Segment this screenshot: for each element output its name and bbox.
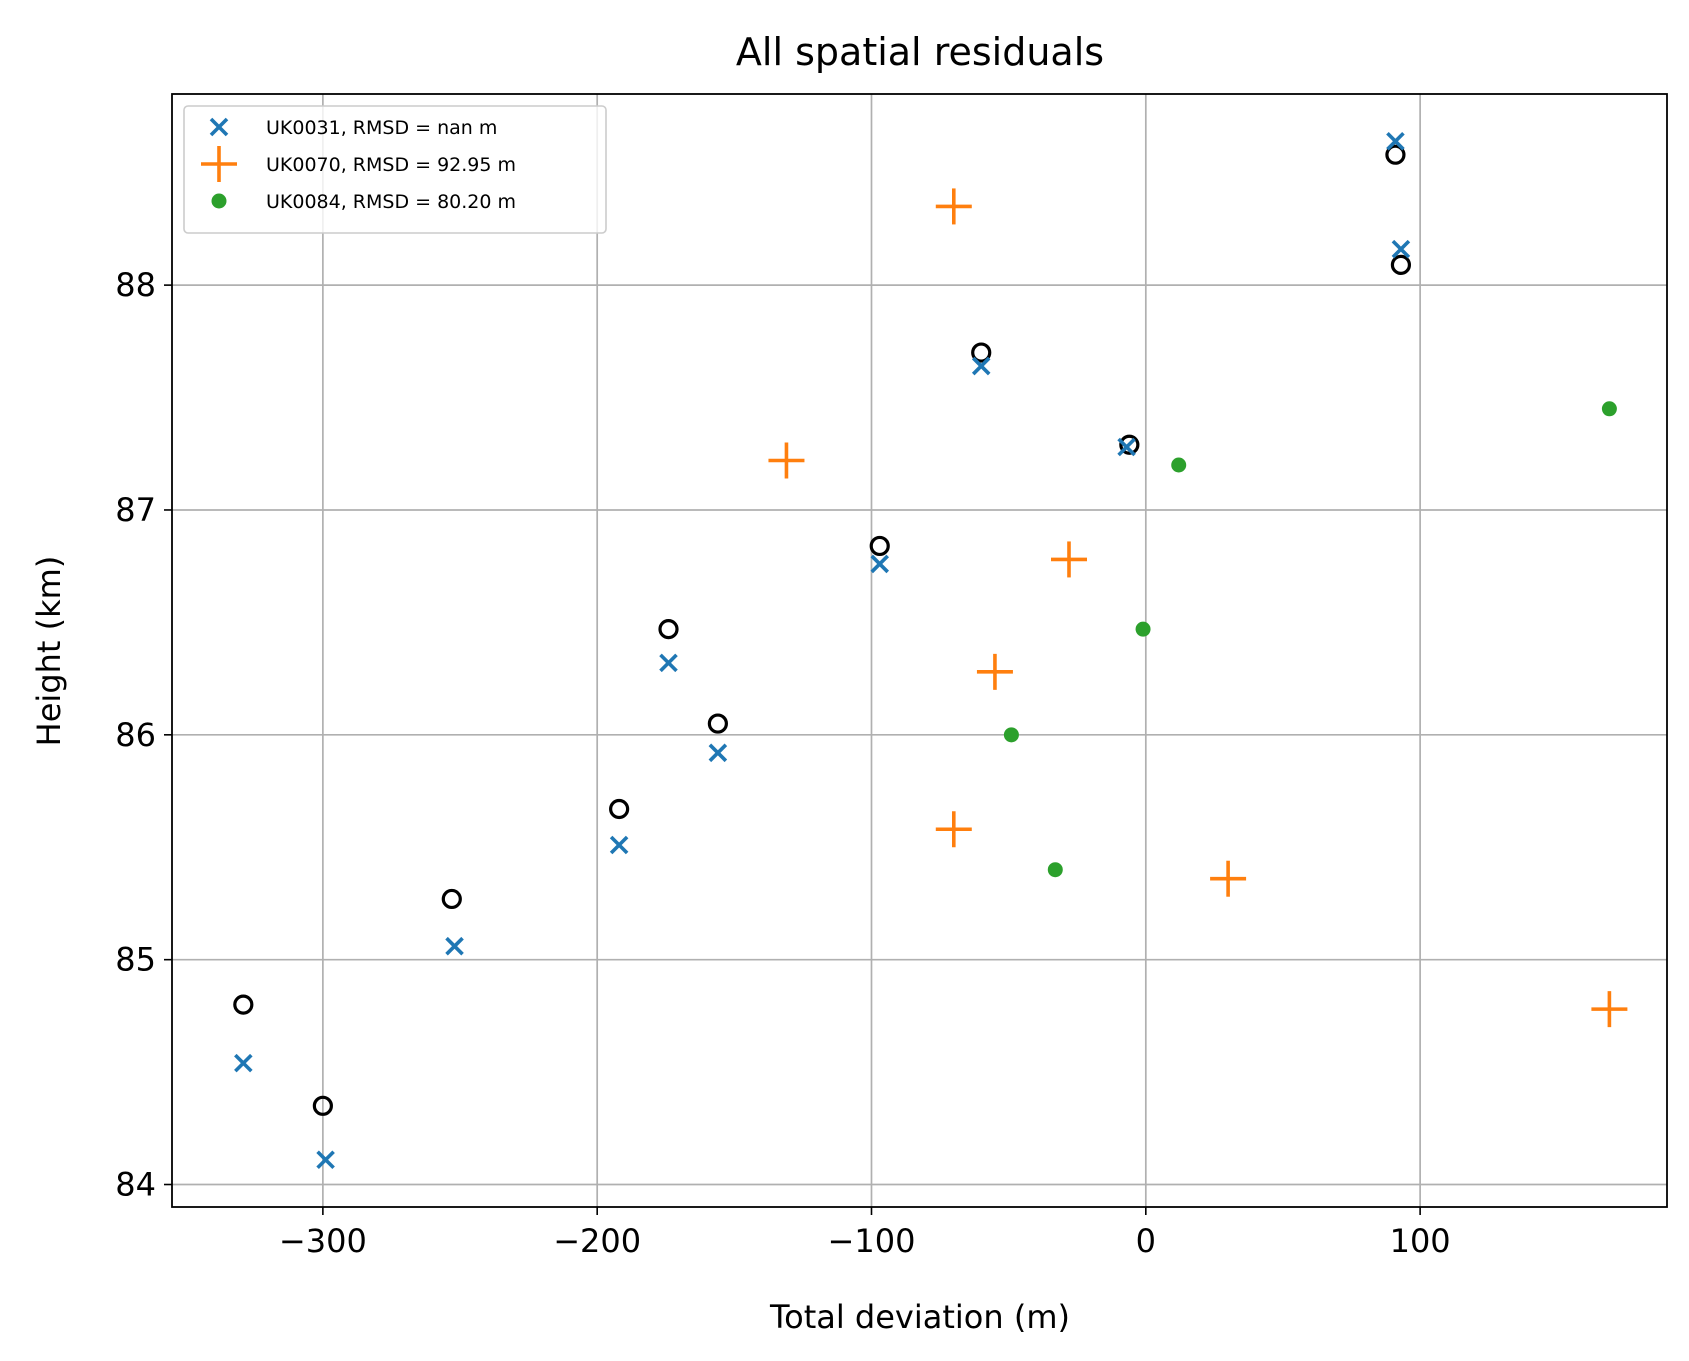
data-point [659, 653, 678, 673]
x-axis-label: Total deviation (m) [769, 1298, 1070, 1336]
data-point [658, 619, 679, 640]
data-point [976, 653, 1013, 690]
legend-label: UK0031, RMSD = nan m [266, 117, 497, 139]
marker-shape [707, 713, 728, 734]
marker-stroke [1386, 131, 1405, 151]
legend-label: UK0084, RMSD = 80.20 m [266, 191, 516, 213]
marker-shape [312, 1095, 333, 1116]
legend-item: UK0070, RMSD = 92.95 m [201, 146, 516, 182]
legend-marker [211, 193, 227, 209]
marker-stroke [609, 835, 629, 855]
legend-box [183, 105, 607, 234]
marker-stroke [971, 356, 991, 376]
data-point [609, 835, 629, 855]
data-point [1171, 457, 1187, 473]
marker-stroke [316, 1150, 335, 1170]
x-tick-label: 100 [1390, 1222, 1451, 1260]
marker-shape [609, 798, 630, 820]
marker-shape [1390, 254, 1412, 275]
marker-shape [1047, 862, 1063, 878]
data-point [609, 798, 630, 820]
marker-shape [1385, 144, 1406, 165]
x-tick-label: −300 [279, 1222, 367, 1260]
data-point [1119, 434, 1140, 455]
y-tick-label: 86 [115, 716, 156, 754]
marker-shape [869, 535, 890, 557]
legend-marker [209, 117, 229, 137]
data-point [1385, 144, 1406, 165]
marker-stroke [659, 653, 678, 673]
data-point [1051, 541, 1087, 578]
data-point [234, 1053, 253, 1073]
data-point [870, 554, 889, 574]
marker-shape [1135, 621, 1151, 637]
y-tick-label: 84 [115, 1166, 156, 1204]
marker-stroke [1391, 239, 1411, 259]
marker-stroke [209, 117, 229, 137]
data-point [708, 743, 728, 763]
marker-stroke [234, 1053, 253, 1073]
marker-shape [1003, 727, 1019, 743]
axes-frame [171, 93, 1668, 1208]
marker-shape [658, 619, 679, 640]
legend-marker [201, 146, 237, 182]
x-tick-label: 0 [1136, 1222, 1156, 1260]
marker-shape [1119, 434, 1140, 455]
series-2 [1003, 401, 1617, 878]
data-point [971, 342, 992, 363]
data-point [1135, 621, 1151, 637]
series-0 [234, 131, 1411, 1170]
marker-stroke [445, 936, 464, 956]
data-point [445, 936, 464, 956]
y-tick-label: 85 [115, 941, 156, 979]
y-axis-label: Height (km) [30, 556, 68, 747]
data-point [707, 713, 728, 734]
data-point [1591, 991, 1628, 1028]
chart-title: All spatial residuals [736, 30, 1104, 74]
data-point [1003, 727, 1019, 743]
data-point [1391, 239, 1411, 259]
legend-item: UK0084, RMSD = 80.20 m [211, 191, 516, 213]
legend-label: UK0070, RMSD = 92.95 m [266, 154, 516, 176]
legend: UK0031, RMSD = nan m UK0070, RMSD = 92.95… [183, 105, 607, 234]
data-point [869, 535, 890, 557]
marker-stroke [1117, 437, 1136, 457]
data-point [1386, 131, 1405, 151]
x-tick-label: −200 [553, 1222, 641, 1260]
data-point [935, 811, 972, 848]
data-point [1601, 401, 1617, 417]
marker-shape [1601, 401, 1617, 417]
data-point [971, 356, 991, 376]
marker-shape [233, 994, 254, 1015]
data-point [1047, 862, 1063, 878]
data-point [316, 1150, 335, 1170]
axis-ticks: −300 −200 −100 0 100 84 85 86 87 88 [115, 266, 1450, 1260]
marker-stroke [870, 554, 889, 574]
data-point [1390, 254, 1412, 275]
grid [172, 94, 1667, 1207]
y-tick-label: 88 [115, 266, 156, 304]
data-point [768, 442, 805, 479]
data-point [935, 188, 972, 225]
plot-area [233, 131, 1628, 1170]
marker-shape [1171, 457, 1187, 473]
data-point [1210, 860, 1247, 897]
series-1 [768, 188, 1628, 1028]
marker-stroke [708, 743, 728, 763]
data-point [233, 994, 254, 1015]
data-point [1117, 437, 1136, 457]
marker-shape [971, 342, 992, 363]
legend-item: UK0031, RMSD = nan m [209, 117, 497, 139]
x-tick-label: −100 [828, 1222, 916, 1260]
y-tick-label: 87 [115, 491, 156, 529]
marker-shape [211, 193, 227, 209]
series-3 [233, 144, 1412, 1116]
marker-shape [441, 888, 462, 910]
data-point [441, 888, 462, 910]
data-point [312, 1095, 333, 1116]
